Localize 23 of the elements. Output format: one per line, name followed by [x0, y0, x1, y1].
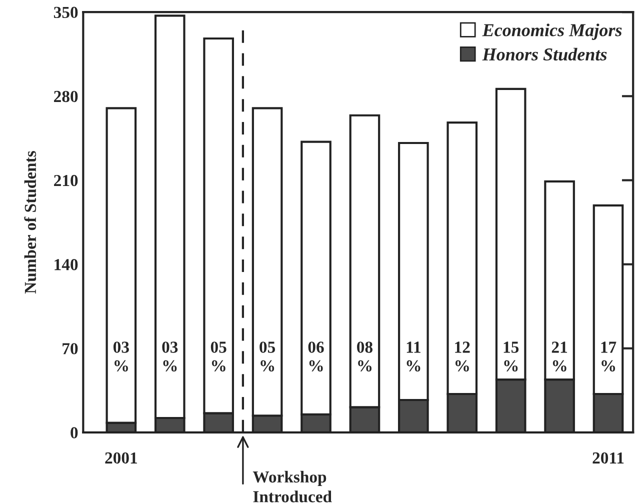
y-tick-label: 210: [54, 174, 78, 186]
y-tick-label: 280: [54, 90, 78, 102]
legend-label: Economics Majors: [482, 24, 622, 40]
annotation: 17 %: [601, 342, 616, 372]
annotation: 03 %: [113, 342, 129, 372]
legend-label: Honors Students: [482, 48, 607, 61]
y-axis-title: Number of Students: [24, 151, 36, 294]
y-tick-label: 0: [70, 427, 78, 438]
text: Workshop Introduced: [252, 470, 332, 502]
x-tick-label: 2001: [105, 452, 137, 464]
annotation: 05 %: [260, 342, 276, 372]
annotation: 06 %: [308, 342, 324, 372]
x-tick-label: 2011: [592, 452, 624, 464]
y-tick-label: 140: [54, 258, 78, 270]
y-tick-label: 350: [54, 6, 78, 18]
annotation: 15 %: [504, 342, 519, 372]
annotation: 03 %: [162, 342, 178, 372]
annotation: 11 %: [406, 342, 420, 372]
annotation: 21 %: [552, 342, 568, 372]
annotation: 12 %: [455, 342, 470, 372]
y-tick-label: 70: [62, 343, 78, 354]
annotation: 05 %: [210, 342, 226, 372]
annotation: 08 %: [357, 342, 372, 372]
